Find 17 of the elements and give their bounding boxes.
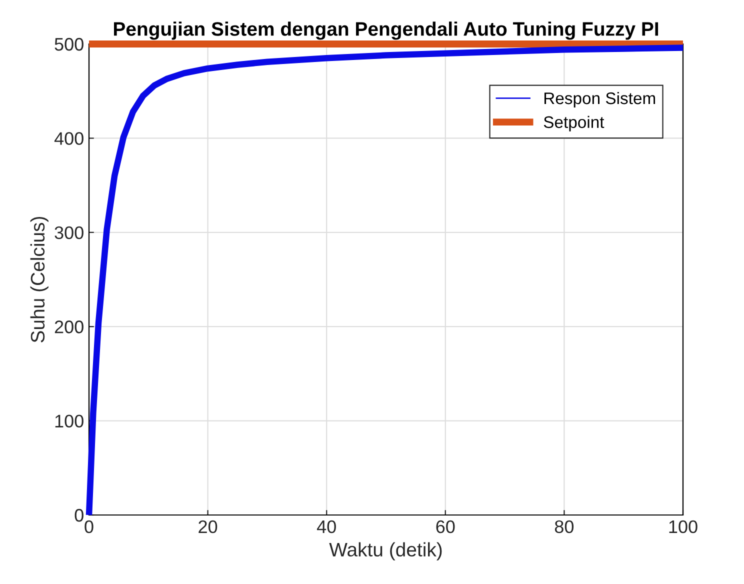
x-tick-label: 40 (316, 520, 336, 534)
x-tick-label: 0 (84, 520, 94, 534)
x-tick-label: 80 (554, 520, 574, 534)
x-tick-label: 60 (436, 520, 455, 534)
x-tick-label: 20 (198, 520, 218, 534)
legend-label: Setpoint (544, 116, 604, 132)
y-tick-label: 100 (55, 414, 84, 428)
y-axis-title: Suhu (Celcius) (30, 216, 48, 342)
y-tick-label: 0 (74, 508, 84, 522)
chart-title: Pengujian Sistem dengan Pengendali Auto Tuning Fuzzy PI (114, 22, 658, 40)
y-tick-label: 500 (54, 38, 84, 51)
legend-label: Respon Sistem (544, 92, 656, 108)
y-tick-label: 400 (54, 132, 84, 145)
x-tick-label: 100 (669, 520, 698, 534)
y-tick-label: 300 (54, 226, 84, 240)
x-axis-title: Waktu (detik) (329, 542, 442, 560)
y-tick-label: 200 (54, 320, 84, 334)
